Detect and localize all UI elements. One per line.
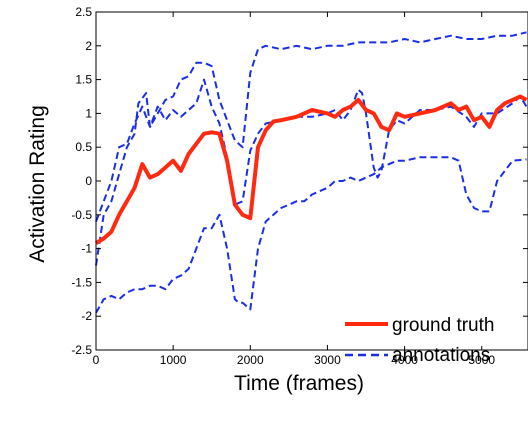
- x-tick-label: 3000: [314, 353, 341, 367]
- series-line-annotation-3: [95, 156, 527, 314]
- x-tick-label: 2000: [237, 353, 264, 367]
- y-tick-label: -2.5: [71, 343, 92, 357]
- y-tick-label: 0.5: [75, 140, 92, 154]
- x-tick-label: 4000: [391, 353, 418, 367]
- y-tick-label: 2: [85, 39, 92, 53]
- y-axis-title: Activation Rating: [26, 105, 49, 263]
- y-tick-label: 0: [85, 174, 92, 188]
- y-tick-label: -0.5: [71, 208, 92, 222]
- legend-label-ground-truth: ground truth: [392, 315, 494, 336]
- y-tick-label: 1: [85, 106, 92, 120]
- y-tick-label: -2: [81, 309, 92, 323]
- x-tick-label: 0: [93, 353, 100, 367]
- plot-area: [96, 12, 528, 350]
- ticks-layer: 0 1000 2000 3000 4000 5000 -2.5 -2 -1.5 -1 -0.5 0 0.…: [71, 5, 528, 367]
- legend: ground truth annotations: [330, 302, 522, 366]
- series-line-ground-truth: [94, 94, 528, 245]
- y-tick-label: -1: [81, 242, 92, 256]
- x-axis-title: Time (frames): [234, 372, 364, 395]
- x-tick-label: 1000: [160, 353, 187, 367]
- y-tick-label: 1.5: [75, 73, 92, 87]
- series-line-annotation-1: [95, 31, 527, 266]
- y-tick-label: 2.5: [75, 5, 92, 19]
- x-tick-label: 5000: [468, 353, 495, 367]
- series-layer: [94, 31, 528, 314]
- y-tick-label: -1.5: [71, 275, 92, 289]
- legend-label-annotations: annotations: [392, 345, 490, 366]
